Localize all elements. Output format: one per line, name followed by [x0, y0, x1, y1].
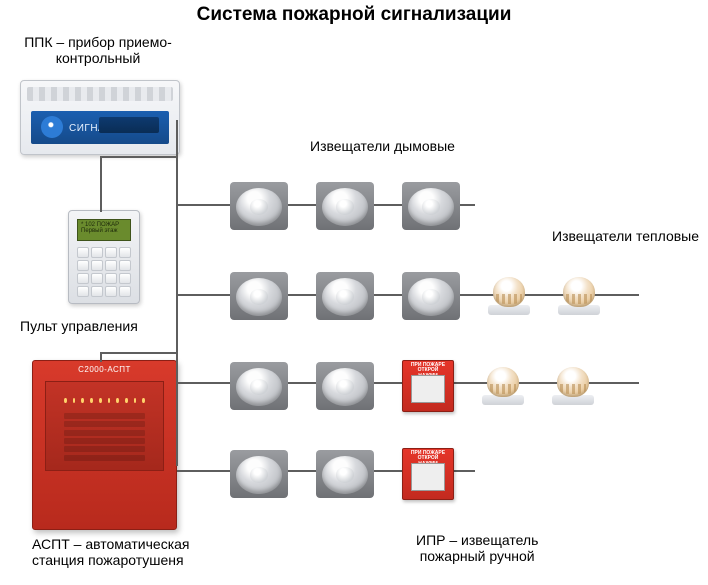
heat-detector: [558, 277, 600, 315]
keypad-device: * 102 ПОЖАР Первый этаж: [68, 210, 140, 304]
smoke-detector: [230, 362, 288, 410]
ppk-led-strip: [27, 87, 173, 101]
label-keypad: Пульт управления: [20, 318, 138, 334]
ppk-logo-icon: [41, 116, 63, 138]
detector-row-2: ПРИ ПОЖАРЕОТКРОЙНАЖМИ: [230, 360, 594, 412]
heat-detector: [488, 277, 530, 315]
ppk-device: СИГНАЛ20: [20, 80, 180, 155]
label-aspt: АСПТ – автоматическаястанция пожаротушен…: [32, 536, 190, 568]
label-ppk: ППК – прибор приемо-контрольный: [8, 34, 188, 66]
ppk-front-panel: СИГНАЛ20: [31, 111, 169, 144]
aspt-panel: [45, 381, 164, 471]
label-mcp: ИПР – извещательпожарный ручной: [416, 532, 538, 564]
smoke-detector: [316, 272, 374, 320]
diagram-title: Система пожарной сигнализации: [0, 0, 708, 26]
smoke-detector: [316, 182, 374, 230]
wire-aspt-v: [100, 354, 102, 362]
smoke-detector: [230, 450, 288, 498]
detector-row-1: [230, 272, 600, 320]
wire-keypad-h: [100, 156, 178, 158]
smoke-detector: [230, 182, 288, 230]
smoke-detector: [316, 450, 374, 498]
keypad-screen: * 102 ПОЖАР Первый этаж: [77, 219, 131, 241]
wire-ppk-down: [176, 120, 178, 156]
smoke-detector: [402, 182, 460, 230]
aspt-leds: [64, 398, 145, 403]
detector-row-0: [230, 182, 460, 230]
aspt-rows: [64, 412, 145, 462]
manual-call-point: ПРИ ПОЖАРЕОТКРОЙНАЖМИ: [402, 360, 454, 412]
label-heat: Извещатели тепловые: [552, 228, 699, 244]
aspt-device: С2000-АСПТ: [32, 360, 177, 530]
keypad-keys: [77, 247, 131, 297]
smoke-detector: [316, 362, 374, 410]
wire-keypad-v: [100, 156, 102, 212]
aspt-caption: С2000-АСПТ: [33, 365, 176, 374]
detector-row-3: ПРИ ПОЖАРЕОТКРОЙНАЖМИ: [230, 448, 454, 500]
smoke-detector: [402, 272, 460, 320]
manual-call-point: ПРИ ПОЖАРЕОТКРОЙНАЖМИ: [402, 448, 454, 500]
heat-detector: [482, 367, 524, 405]
wire-aspt-h: [100, 352, 178, 354]
label-smoke: Извещатели дымовые: [310, 138, 455, 154]
wire-trunk: [176, 156, 178, 466]
ppk-buttons: [99, 117, 159, 133]
smoke-detector: [230, 272, 288, 320]
heat-detector: [552, 367, 594, 405]
